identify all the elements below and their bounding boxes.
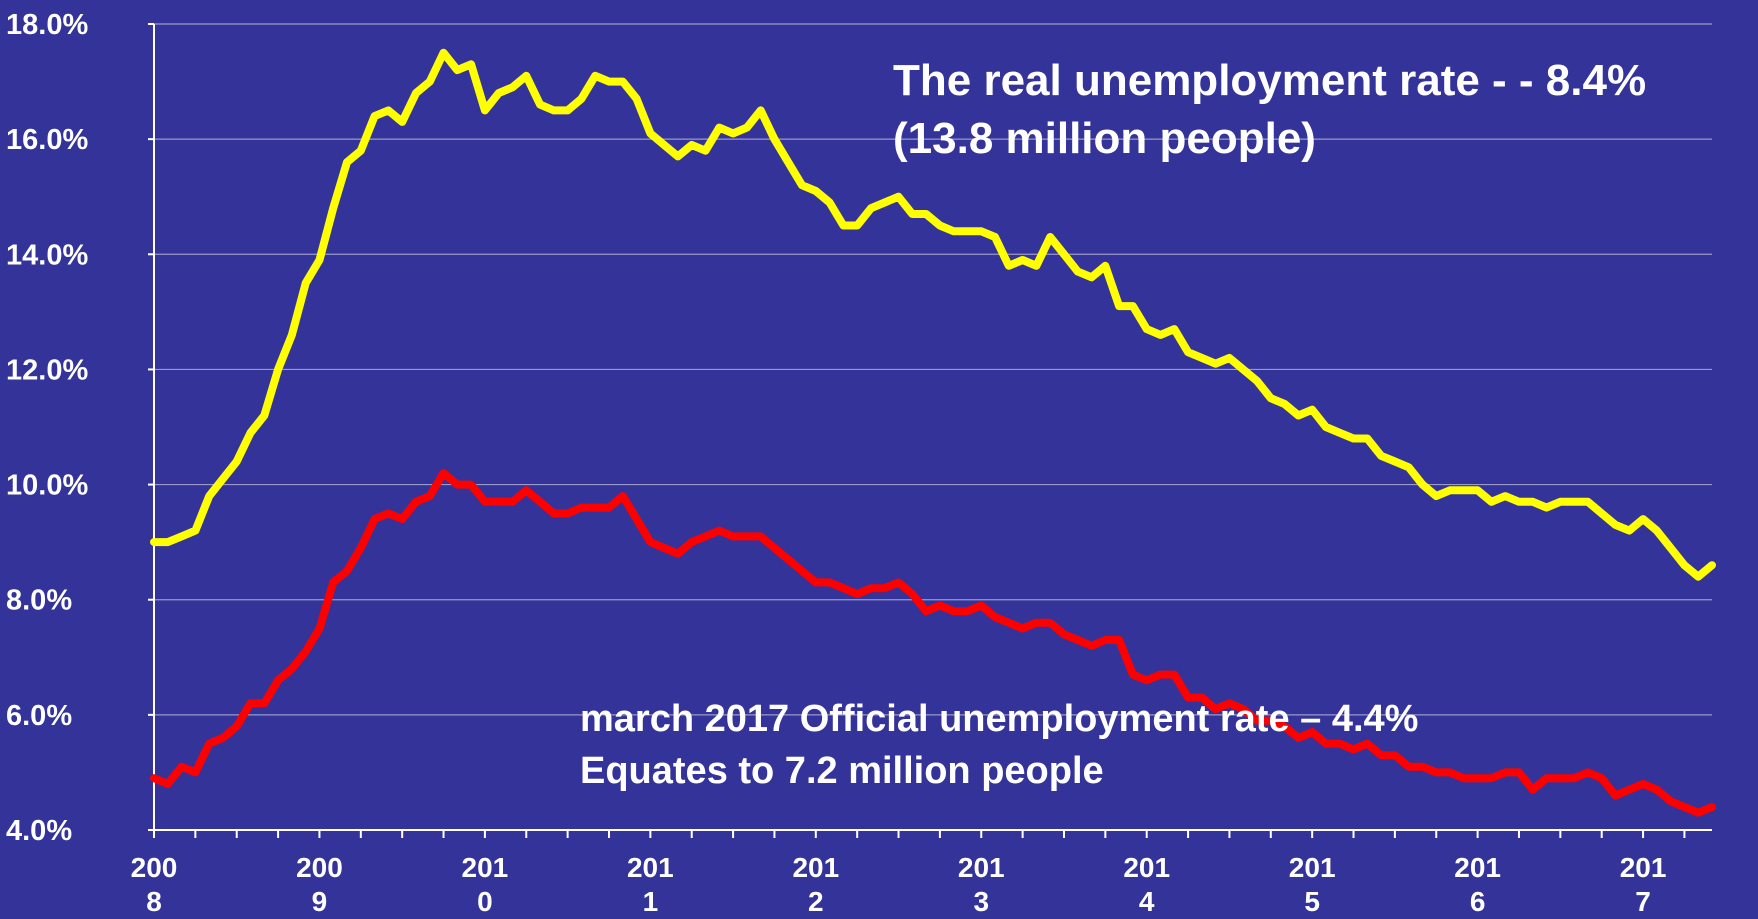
x-tick-label: 201 4 [1123,852,1170,917]
x-tick-label: 201 5 [1289,852,1336,917]
y-tick-label: 14.0% [6,239,88,271]
x-tick-label: 201 3 [958,852,1005,917]
real-rate-annotation: The real unemployment rate - - 8.4% (13.… [893,52,1646,168]
real-rate-annotation-line2: (13.8 million people) [893,114,1316,163]
x-tick-label: 201 0 [462,852,509,917]
axes [148,23,1712,838]
official-rate-annotation: march 2017 Official unemployment rate – … [580,693,1418,797]
x-tick-label: 201 6 [1454,852,1501,917]
x-tick-label: 201 1 [627,852,674,917]
x-tick-label: 201 2 [792,852,839,917]
x-tick-label: 201 7 [1620,852,1667,917]
official-rate-annotation-line1: march 2017 Official unemployment rate – … [580,698,1419,740]
official-rate-annotation-line2: Equates to 7.2 million people [580,750,1104,792]
y-tick-label: 18.0% [6,9,88,41]
real-rate-annotation-line1: The real unemployment rate - - 8.4% [893,56,1647,105]
y-tick-label: 10.0% [6,470,88,502]
y-tick-label: 16.0% [6,124,88,156]
y-tick-label: 6.0% [6,700,72,732]
y-tick-label: 12.0% [6,354,88,386]
gridlines [154,23,1712,831]
y-tick-label: 4.0% [6,815,72,847]
series-lines [150,48,1716,817]
tick-labels: 18.0% 16.0% 14.0% 12.0% 10.0% 8.0% 6.0% 4.0% 200… [6,9,1666,917]
series-line-official-rate [150,469,1716,817]
series-line-real-rate [150,48,1716,581]
x-tick-label: 200 8 [131,852,178,917]
y-tick-label: 8.0% [6,585,72,617]
x-tick-label: 200 9 [296,852,343,917]
